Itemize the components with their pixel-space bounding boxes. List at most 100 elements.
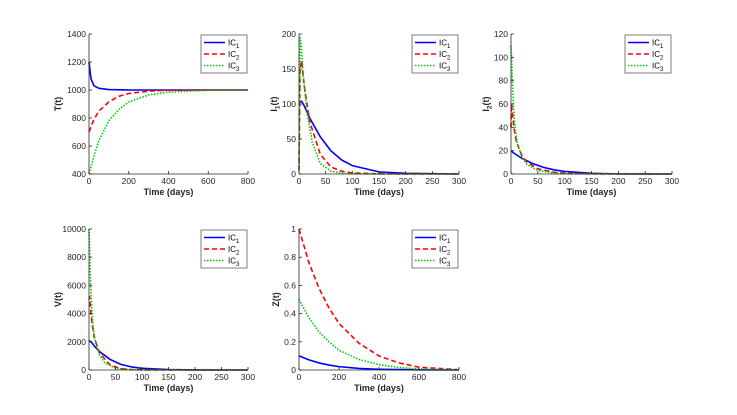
- y-tick-label: 1200: [67, 57, 86, 67]
- x-tick-label: 0: [87, 372, 92, 382]
- y-tick-label: 0: [81, 365, 86, 375]
- x-tick-label: 0: [297, 372, 302, 382]
- x-tick-label: 50: [533, 176, 543, 186]
- y-tick-label: 120: [494, 29, 508, 39]
- y-tick-label: 200: [282, 29, 296, 39]
- legend-label-ic1: IC1: [439, 234, 451, 246]
- x-axis-label: Time (days): [567, 187, 617, 197]
- x-tick-label: 100: [135, 372, 149, 382]
- x-tick-label: 300: [665, 176, 679, 186]
- series-line-ic3: [88, 89, 249, 175]
- x-tick-label: 800: [241, 176, 255, 186]
- x-tick-label: 150: [584, 176, 598, 186]
- y-tick-label: 2000: [67, 337, 86, 347]
- x-tick-label: 800: [452, 372, 466, 382]
- x-tick-label: 250: [425, 176, 439, 186]
- legend-label-ic3: IC3: [652, 62, 664, 74]
- series-line-ic3: [510, 45, 673, 175]
- y-tick-label: 600: [72, 141, 86, 151]
- series-line-ic3: [298, 299, 460, 371]
- x-tick-label: 100: [558, 176, 572, 186]
- x-tick-label: 250: [214, 372, 228, 382]
- x-tick-label: 300: [241, 372, 255, 382]
- y-tick-label: 0.2: [284, 337, 296, 347]
- series-line-ic1: [298, 100, 460, 175]
- x-tick-label: 250: [638, 176, 652, 186]
- y-tick-label: 10000: [62, 224, 86, 234]
- x-tick-label: 0: [297, 176, 302, 186]
- legend-label-ic2: IC2: [439, 50, 451, 62]
- x-tick-label: 200: [611, 176, 625, 186]
- y-tick-label: 400: [72, 169, 86, 179]
- x-tick-label: 200: [122, 176, 136, 186]
- y-tick-label: 100: [282, 99, 296, 109]
- y-tick-label: 50: [287, 134, 297, 144]
- y-tick-label: 0.8: [284, 252, 296, 262]
- legend-label-ic2: IC2: [228, 50, 240, 62]
- y-tick-label: 0: [291, 169, 296, 179]
- chart-panel-3: 0 50 100 150 200 250 300 0 20 40 60 80 100 120 Time (d…: [481, 29, 679, 197]
- legend-label-ic2: IC2: [439, 245, 451, 257]
- y-tick-label: 8000: [67, 252, 86, 262]
- x-tick-label: 600: [412, 372, 426, 382]
- y-tick-label: 20: [499, 146, 509, 156]
- legend-label-ic1: IC1: [228, 39, 240, 51]
- x-tick-label: 150: [372, 176, 386, 186]
- x-axis-label: Time (days): [144, 383, 194, 393]
- legend-label-ic3: IC3: [228, 62, 240, 74]
- legend-label-ic1: IC1: [439, 39, 451, 51]
- x-tick-label: 50: [321, 176, 331, 186]
- y-tick-label: 6000: [67, 280, 86, 290]
- y-tick-label: 100: [494, 52, 508, 62]
- legend-label-ic3: IC3: [228, 257, 240, 269]
- x-tick-label: 200: [188, 372, 202, 382]
- x-axis-label: Time (days): [144, 187, 194, 197]
- x-tick-label: 300: [452, 176, 466, 186]
- y-tick-label: 40: [499, 122, 509, 132]
- legend-label-ic3: IC3: [439, 62, 451, 74]
- x-tick-label: 0: [87, 176, 92, 186]
- x-tick-label: 150: [161, 372, 175, 382]
- x-tick-label: 200: [332, 372, 346, 382]
- y-axis-label: I1(t): [269, 96, 282, 111]
- x-tick-label: 50: [111, 372, 121, 382]
- x-axis-label: Time (days): [354, 187, 404, 197]
- y-tick-label: 1400: [67, 29, 86, 39]
- y-tick-label: 0.6: [284, 280, 296, 290]
- x-tick-label: 0: [509, 176, 514, 186]
- y-tick-label: 0.4: [284, 309, 296, 319]
- x-tick-label: 600: [201, 176, 215, 186]
- x-axis-label: Time (days): [354, 383, 404, 393]
- chart-panel-5: 0 200 400 600 800 0 0.2 0.4 0.6 0.8 1 Time (days) Z(…: [271, 224, 466, 393]
- series-line-ic2: [88, 89, 248, 133]
- chart-panel-4: 0 50 100 150 200 250 300 0 2000 4000 6000 8000 10000…: [53, 224, 255, 393]
- x-tick-label: 400: [161, 176, 175, 186]
- y-tick-label: 0: [291, 365, 296, 375]
- chart-panel-1: 0 200 400 600 800 400 600 800 1000 1200 1400 Time (…: [53, 29, 255, 197]
- series-line-ic2: [298, 59, 460, 175]
- y-axis-label: T(t): [53, 97, 63, 112]
- series-line-ic2: [298, 228, 460, 371]
- series-line-ic3: [298, 36, 459, 175]
- y-tick-label: 0: [503, 169, 508, 179]
- x-tick-label: 200: [399, 176, 413, 186]
- x-tick-label: 400: [372, 372, 386, 382]
- y-tick-label: 150: [282, 64, 296, 74]
- y-tick-label: 4000: [67, 309, 86, 319]
- y-axis-label: Z(t): [271, 292, 281, 307]
- y-tick-label: 60: [499, 99, 509, 109]
- y-axis-label: V(t): [53, 292, 63, 307]
- x-tick-label: 100: [345, 176, 359, 186]
- y-tick-label: 1000: [67, 85, 86, 95]
- legend-label-ic2: IC2: [652, 50, 664, 62]
- y-axis-label: I2(t): [481, 96, 494, 111]
- legend-label-ic2: IC2: [228, 245, 240, 257]
- legend-label-ic3: IC3: [439, 257, 451, 269]
